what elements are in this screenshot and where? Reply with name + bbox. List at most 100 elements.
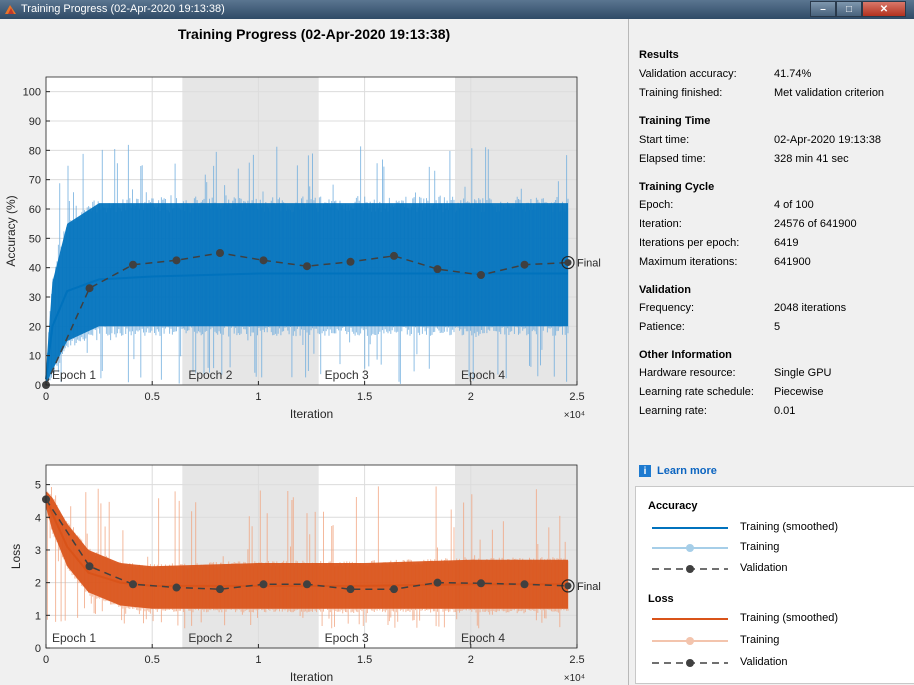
close-button[interactable]: ✕ — [862, 1, 906, 17]
legend-loss-validation-label: Validation — [740, 656, 788, 668]
maximum-iterations-label: Maximum iterations: — [639, 256, 738, 268]
accuracy-ytick-label: 10 — [29, 351, 41, 363]
loss-ytick-label: 2 — [35, 578, 41, 590]
accuracy-xtick-label: 2 — [468, 391, 474, 403]
training-finished-value: Met validation criterion — [774, 87, 885, 99]
accuracy-epoch-label-1: Epoch 1 — [52, 368, 96, 382]
learning-rate-value: 0.01 — [774, 405, 796, 417]
loss-xlabel: Iteration — [290, 670, 333, 684]
legend-loss-smoothed: Training (smoothed) — [650, 611, 900, 627]
window-controls: – □ ✕ — [810, 1, 906, 17]
accuracy-x-multiplier: ×10⁴ — [564, 410, 585, 421]
loss-validation-point — [389, 585, 398, 594]
dashed-line-swatch — [652, 659, 728, 667]
legend-panel: Accuracy Training (smoothed) Training Va… — [635, 486, 914, 684]
accuracy-final-label: Final — [577, 258, 601, 270]
loss-validation-point — [215, 585, 224, 594]
loss-epoch-4-shade — [455, 465, 577, 648]
iterations-per-epoch-value: 6419 — [774, 237, 799, 249]
loss-axes-box — [45, 464, 578, 649]
training-time-heading: Training Time — [639, 115, 711, 127]
accuracy-ytick-label: 60 — [29, 204, 41, 216]
loss-xtick-label: 2.5 — [569, 654, 584, 666]
start-time-label: Start time: — [639, 134, 690, 146]
loss-epoch-label-2: Epoch 2 — [188, 631, 232, 645]
maximum-iterations-value: 641900 — [774, 256, 811, 268]
loss-ytick-label: 0 — [35, 643, 41, 655]
learn-more-label: Learn more — [657, 465, 717, 477]
learning-rate-schedule-label: Learning rate schedule: — [639, 386, 754, 398]
accuracy-validation-point — [128, 260, 137, 269]
accuracy-ytick-label: 40 — [29, 263, 41, 275]
legend-accuracy-validation: Validation — [650, 561, 900, 577]
patience-label: Patience: — [639, 321, 685, 333]
legend-loss-title: Loss — [648, 593, 674, 605]
loss-epoch-label-3: Epoch 3 — [325, 631, 369, 645]
learning-rate-label: Learning rate: — [639, 405, 707, 417]
accuracy-ytick-label: 90 — [29, 116, 41, 128]
legend-accuracy-smoothed-label: Training (smoothed) — [740, 521, 839, 533]
accuracy-epoch-label-2: Epoch 2 — [188, 368, 232, 382]
learning-rate-schedule-value: Piecewise — [774, 386, 824, 398]
epoch-label: Epoch: — [639, 199, 674, 211]
validation-heading: Validation — [639, 284, 691, 296]
accuracy-xtick-label: 0 — [43, 391, 49, 403]
dashed-line-swatch — [652, 565, 728, 573]
loss-validation-point — [259, 580, 268, 589]
accuracy-epoch-label-4: Epoch 4 — [461, 368, 505, 382]
loss-xtick-label: 1.5 — [357, 654, 372, 666]
loss-xtick-label: 2 — [468, 654, 474, 666]
accuracy-xtick-label: 0.5 — [145, 391, 160, 403]
light-orange-line-swatch — [652, 637, 728, 645]
accuracy-ytick-label: 50 — [29, 233, 41, 245]
accuracy-validation-point — [476, 271, 485, 279]
plot-panel: Training Progress (02-Apr-2020 19:13:38)… — [0, 19, 628, 685]
loss-x-multiplier: ×10⁴ — [564, 673, 585, 684]
iteration-label: Iteration: — [639, 218, 682, 230]
accuracy-final-marker-ring — [561, 255, 575, 270]
epoch-value: 4 of 100 — [774, 199, 814, 211]
accuracy-ylabel: Accuracy (%) — [4, 195, 18, 266]
iteration-value: 24576 of 641900 — [774, 218, 857, 230]
legend-accuracy-training: Training — [650, 540, 900, 556]
accuracy-axes-box — [45, 76, 578, 386]
blue-line-swatch — [652, 527, 728, 529]
loss-validation-point — [433, 578, 442, 587]
maximize-button[interactable]: □ — [836, 1, 862, 17]
loss-validation-point — [564, 582, 572, 590]
accuracy-validation-point — [520, 260, 529, 269]
orange-line-swatch — [652, 618, 728, 620]
legend-loss-training: Training — [650, 633, 900, 649]
accuracy-ytick-label: 100 — [23, 87, 41, 99]
accuracy-validation-point — [85, 284, 94, 293]
loss-ytick-label: 1 — [35, 610, 41, 622]
learn-more-link[interactable]: i Learn more — [639, 465, 717, 477]
loss-validation-point — [476, 579, 485, 588]
accuracy-xtick-label: 2.5 — [569, 391, 584, 403]
accuracy-xlabel: Iteration — [290, 407, 333, 421]
loss-epoch-label-4: Epoch 4 — [461, 631, 505, 645]
legend-loss-training-label: Training — [740, 634, 780, 646]
elapsed-time-label: Elapsed time: — [639, 153, 706, 165]
validation-accuracy-value: 41.74% — [774, 68, 812, 80]
accuracy-validation-point — [259, 256, 268, 265]
other-information-heading: Other Information — [639, 349, 732, 361]
frequency-value: 2048 iterations — [774, 302, 847, 314]
loss-xtick-label: 1 — [255, 654, 261, 666]
loss-ytick-label: 4 — [35, 512, 41, 524]
loss-ytick-label: 5 — [35, 480, 41, 492]
loss-validation-point — [520, 580, 529, 589]
hardware-resource-value: Single GPU — [774, 367, 832, 379]
light-blue-line-swatch — [652, 544, 728, 552]
accuracy-validation-point — [433, 265, 442, 274]
loss-epoch-label-1: Epoch 1 — [52, 631, 96, 645]
accuracy-training-smoothed-band — [46, 203, 568, 385]
accuracy-validation-point — [215, 249, 224, 257]
loss-validation-point — [172, 583, 181, 592]
minimize-button[interactable]: – — [810, 1, 836, 17]
accuracy-validation-point — [564, 259, 572, 267]
loss-ytick-label: 3 — [35, 545, 41, 557]
loss-final-label: Final — [577, 581, 601, 593]
accuracy-ytick-label: 80 — [29, 145, 41, 157]
